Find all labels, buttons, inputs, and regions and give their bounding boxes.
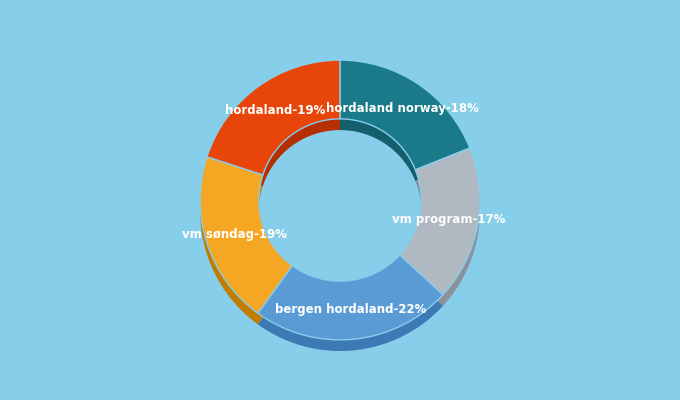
Wedge shape — [200, 168, 292, 324]
Text: vm program-17%: vm program-17% — [392, 214, 505, 226]
Wedge shape — [258, 266, 443, 351]
Wedge shape — [400, 148, 480, 295]
Wedge shape — [340, 71, 470, 181]
Wedge shape — [340, 60, 470, 170]
Wedge shape — [258, 255, 443, 340]
Wedge shape — [200, 157, 292, 313]
Text: hordaland norway-18%: hordaland norway-18% — [326, 102, 479, 115]
Text: hordaland-19%: hordaland-19% — [225, 104, 325, 117]
Text: vm søndag-19%: vm søndag-19% — [182, 228, 288, 241]
Wedge shape — [400, 159, 480, 306]
Text: bergen hordaland-22%: bergen hordaland-22% — [275, 304, 426, 316]
Wedge shape — [207, 71, 340, 186]
Wedge shape — [207, 60, 340, 175]
